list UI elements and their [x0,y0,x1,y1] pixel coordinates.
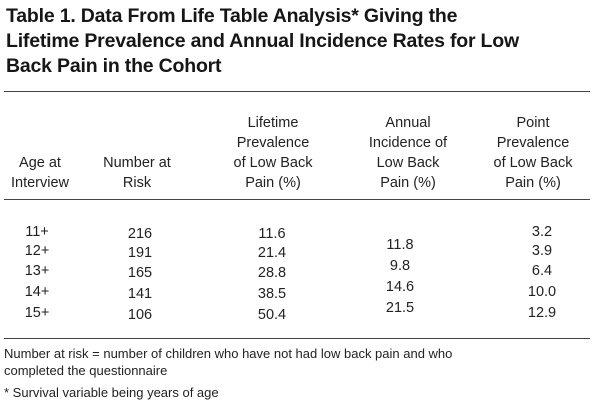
cell-point: 3.9 [531,243,553,259]
table-title: Table 1. Data From Life Table Analysis* … [6,4,592,79]
cell-annual-incidence: 11.8 [386,237,414,253]
footnote: completed the questionnaire [4,363,168,378]
cell-age: 12+ [24,243,50,259]
header-point-prevalence: Point Prevalence of Low Back Pain (%) [493,115,573,191]
cell-risk: 106 [127,307,153,323]
cell-annual-incidence: 14.6 [385,279,415,295]
cell-lifetime: 38.5 [257,286,287,302]
cell-lifetime: 50.4 [257,307,287,323]
cell-risk: 216 [127,226,153,242]
cell-risk: 141 [127,286,153,302]
cell-annual-incidence: 9.8 [389,258,411,274]
cell-age: 14+ [24,284,50,300]
cell-risk: 191 [127,245,153,261]
title-line: Back Pain in the Cohort [6,55,222,77]
cell-point: 12.9 [527,305,557,321]
footnote: Number at risk = number of children who … [4,346,453,361]
header-lifetime-prevalence: Lifetime Prevalence of Low Back Pain (%) [233,115,313,191]
table-top-rule [4,91,590,92]
cell-point: 3.2 [531,224,553,240]
table-bottom-rule [4,338,590,339]
cell-lifetime: 11.6 [258,226,286,242]
footnote: * Survival variable being years of age [4,385,219,400]
cell-age: 15+ [24,305,50,321]
cell-lifetime: 21.4 [257,245,287,261]
header-annual-incidence: Annual Incidence of Low Back Pain (%) [368,115,448,191]
header-rule [4,199,590,200]
cell-age: 11+ [25,224,49,240]
header-age-at-interview: Age at Interview [10,155,70,191]
cell-age: 13+ [24,263,50,279]
cell-annual-incidence: 21.5 [385,300,415,316]
cell-lifetime: 28.8 [257,265,287,281]
title-line: Lifetime Prevalence and Annual Incidence… [6,30,519,52]
cell-risk: 165 [127,265,153,281]
cell-point: 10.0 [527,284,557,300]
title-line: Table 1. Data From Life Table Analysis* … [6,5,458,27]
cell-point: 6.4 [531,263,553,279]
header-number-at-risk: Number at Risk [103,155,171,191]
